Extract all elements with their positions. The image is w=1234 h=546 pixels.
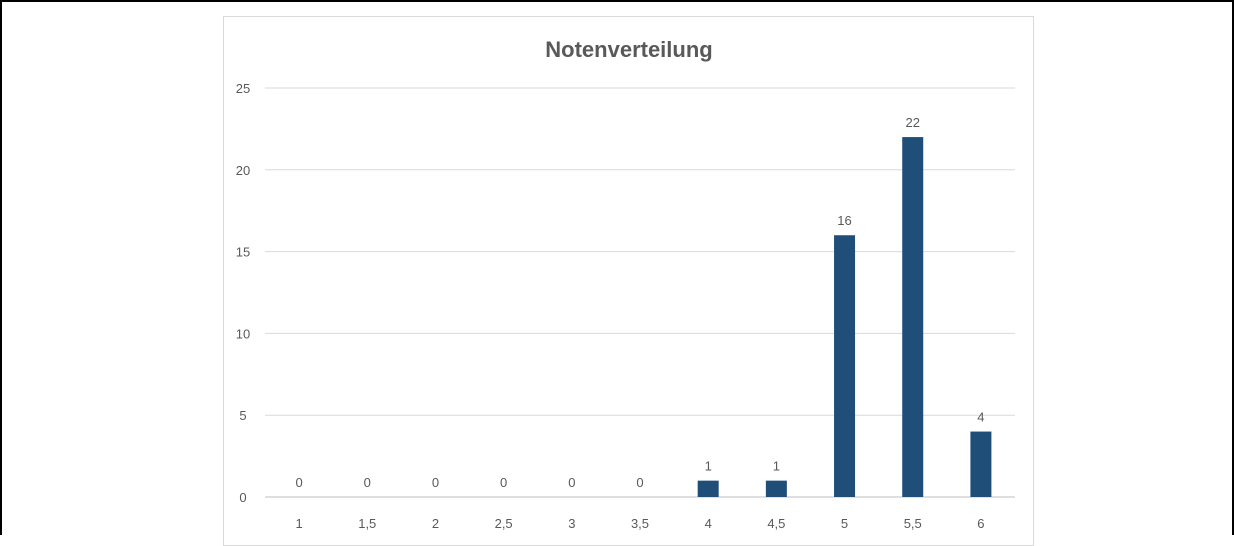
y-axis-tick-labels: 0 5 10 15 20 25 [236, 81, 250, 505]
x-tick-label: 3 [568, 516, 575, 531]
data-label: 0 [500, 475, 507, 490]
data-label: 0 [364, 475, 371, 490]
data-label: 4 [977, 410, 984, 425]
data-label: 0 [432, 475, 439, 490]
bar [834, 235, 856, 498]
data-label: 22 [905, 115, 919, 130]
bar [697, 480, 719, 497]
y-tick-label: 5 [239, 408, 246, 423]
y-tick-label: 25 [236, 81, 250, 96]
data-label: 0 [636, 475, 643, 490]
y-tick-label: 20 [236, 163, 250, 178]
x-tick-label: 1 [295, 516, 302, 531]
x-tick-label: 5,5 [904, 516, 922, 531]
chart-title: Notenverteilung [545, 37, 712, 62]
x-tick-label: 4 [705, 516, 712, 531]
bar [765, 480, 787, 497]
data-label: 0 [295, 475, 302, 490]
y-tick-label: 15 [236, 245, 250, 260]
data-label: 1 [773, 459, 780, 474]
y-tick-label: 0 [239, 490, 246, 505]
gridlines [265, 87, 1015, 498]
data-labels: 0 0 0 0 0 0 1 1 16 22 4 [295, 115, 984, 490]
bars [697, 137, 992, 498]
x-tick-label: 2,5 [495, 516, 513, 531]
x-tick-label: 3,5 [631, 516, 649, 531]
x-tick-label: 1,5 [358, 516, 376, 531]
x-tick-label: 4,5 [767, 516, 785, 531]
chart-area: Notenverteilung 0 5 10 15 20 25 0 0 0 0 0 0 1 1 16 22 4… [223, 16, 1034, 546]
bar [970, 431, 992, 497]
x-tick-label: 5 [841, 516, 848, 531]
data-label: 16 [837, 213, 851, 228]
data-label: 1 [705, 459, 712, 474]
x-axis-tick-labels: 1 1,5 2 2,5 3 3,5 4 4,5 5 5,5 6 [295, 516, 984, 531]
bar [902, 137, 924, 497]
x-tick-label: 6 [977, 516, 984, 531]
x-tick-label: 2 [432, 516, 439, 531]
y-tick-label: 10 [236, 326, 250, 341]
data-label: 0 [568, 475, 575, 490]
